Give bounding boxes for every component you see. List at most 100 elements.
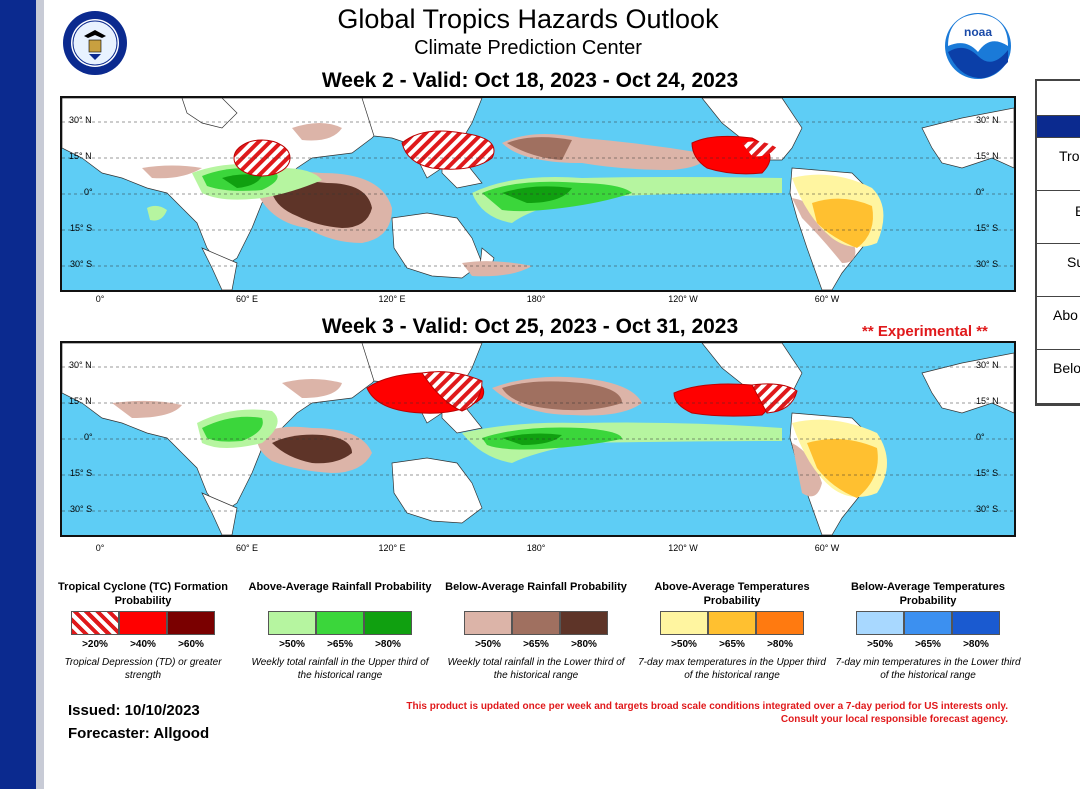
above-avg-rainfall-areas <box>147 164 782 223</box>
side-panel-header <box>1037 81 1080 116</box>
legend-above-avg-temperature: Above-Average Temperatures Probability >… <box>637 580 827 682</box>
w3-lon-5: 60° W <box>814 543 840 553</box>
w3-lon-0: 0° <box>95 543 105 553</box>
w3-lat-left-4: 30° S <box>70 504 93 514</box>
experimental-label: ** Experimental ** <box>862 323 988 340</box>
legend-title: Tropical Cyclone (TC) Formation Probabil… <box>58 581 228 607</box>
legend-threshold: >40% <box>130 639 156 650</box>
legend-threshold: >80% <box>375 639 401 650</box>
legend-swatch-3 <box>167 611 215 635</box>
tc-formation-areas <box>233 130 777 177</box>
legend-threshold: >80% <box>571 639 597 650</box>
w2-longitude-labels: 0° 60° E 120° E 180° 120° W 60° W <box>60 294 1016 308</box>
legend-below-avg-rainfall: Below-Average Rainfall Probability >50% … <box>441 580 631 682</box>
left-sidebar-edge <box>36 0 44 789</box>
w3-lat-right-3: 15° S <box>976 468 999 478</box>
w2-lat-right-4: 30° S <box>976 259 999 269</box>
legend-description: Weekly total rainfall in the Upper third… <box>251 657 429 681</box>
legend-threshold: >20% <box>82 639 108 650</box>
side-panel-item-above[interactable]: Abo <box>1037 297 1080 350</box>
legend-swatch-3 <box>952 611 1000 635</box>
legend-swatch-3 <box>364 611 412 635</box>
legend-swatch-1 <box>268 611 316 635</box>
w2-lon-5: 60° W <box>814 294 840 304</box>
legend-swatch-1 <box>660 611 708 635</box>
w3-lat-left-0: 30° N <box>69 360 92 370</box>
legend-description: 7-day min temperatures in the Lower thir… <box>835 657 1021 681</box>
forecaster-name: Forecaster: Allgood <box>68 725 210 742</box>
side-panel-item-below[interactable]: Belo <box>1037 350 1080 404</box>
w2-lat-left-4: 30° S <box>70 259 93 269</box>
legend-swatch-2 <box>316 611 364 635</box>
above-avg-rainfall-areas <box>197 409 782 463</box>
left-sidebar-bar <box>0 0 36 789</box>
legend-threshold: >80% <box>767 639 793 650</box>
legend-threshold: >50% <box>279 639 305 650</box>
legend-description: 7-day max temperatures in the Upper thir… <box>638 657 826 681</box>
w3-lat-left-1: 15° N <box>69 396 92 406</box>
legend-threshold: >65% <box>523 639 549 650</box>
legend-threshold: >65% <box>915 639 941 650</box>
legend-threshold: >65% <box>719 639 745 650</box>
legend-threshold: >50% <box>671 639 697 650</box>
w2-lat-left-2: 0° <box>84 187 93 197</box>
w3-lat-left-3: 15° S <box>70 468 93 478</box>
legend-swatch-2 <box>708 611 756 635</box>
legend-above-avg-rainfall: Above-Average Rainfall Probability >50% … <box>245 580 435 682</box>
side-panel-blue-bar <box>1037 116 1080 138</box>
w2-lon-4: 120° W <box>668 294 698 304</box>
w2-lon-2: 120° E <box>378 294 406 304</box>
side-panel-item-tropical[interactable]: Tro <box>1037 138 1080 191</box>
w2-lat-left-1: 15° N <box>69 151 92 161</box>
w3-lat-left-2: 0° <box>84 432 93 442</box>
latitude-gridlines <box>62 366 1014 512</box>
disclaimer-line-2: Consult your local responsible forecast … <box>780 714 1008 725</box>
w2-lat-left-0: 30° N <box>69 115 92 125</box>
legend-threshold: >50% <box>867 639 893 650</box>
legend-threshold: >65% <box>327 639 353 650</box>
legend-title: Above-Average Temperatures Probability <box>654 581 810 607</box>
w2-lat-left-3: 15° S <box>70 223 93 233</box>
side-panel-item-su[interactable]: Su <box>1037 244 1080 297</box>
w2-lat-right-0: 30° N <box>976 115 999 125</box>
w3-longitude-labels: 0° 60° E 120° E 180° 120° W 60° W <box>60 543 1016 557</box>
legend-description: Tropical Depression (TD) or greater stre… <box>64 657 222 681</box>
issued-date: Issued: 10/10/2023 <box>68 702 200 719</box>
side-panel-item-b[interactable]: B <box>1037 191 1080 244</box>
w2-lon-3: 180° <box>526 294 546 304</box>
legend-title: Above-Average Rainfall Probability <box>248 581 432 593</box>
legend-swatch-2 <box>904 611 952 635</box>
w2-lat-right-1: 15° N <box>976 151 999 161</box>
legend-swatch-3 <box>756 611 804 635</box>
week3-heading: Week 3 - Valid: Oct 25, 2023 - Oct 31, 2… <box>321 315 739 338</box>
commerce-seal-logo <box>63 11 127 75</box>
w3-lat-right-4: 30° S <box>976 504 999 514</box>
week3-map <box>60 341 1016 537</box>
w3-lat-right-0: 30° N <box>976 360 999 370</box>
noaa-logo-text: noaa <box>964 25 992 39</box>
page-title: Global Tropics Hazards Outlook <box>337 4 719 34</box>
legend-tc-formation: Tropical Cyclone (TC) Formation Probabil… <box>48 580 238 682</box>
legend-threshold: >60% <box>178 639 204 650</box>
w2-lon-0: 0° <box>95 294 105 304</box>
legend-swatch-1 <box>464 611 512 635</box>
legend-description: Weekly total rainfall in the Lower third… <box>447 657 625 681</box>
legend-threshold: >50% <box>475 639 501 650</box>
legend-title: Below-Average Temperatures Probability <box>850 581 1006 607</box>
legend-swatch-3 <box>560 611 608 635</box>
week2-heading: Week 2 - Valid: Oct 18, 2023 - Oct 24, 2… <box>321 69 739 92</box>
legend-swatch-2 <box>119 611 167 635</box>
disclaimer-line-1: This product is updated once per week an… <box>406 701 1008 712</box>
legend-swatch-1 <box>856 611 904 635</box>
w3-lon-3: 180° <box>526 543 546 553</box>
w3-lat-right-1: 15° N <box>976 396 999 406</box>
legend-below-avg-temperature: Below-Average Temperatures Probability >… <box>833 580 1023 682</box>
w2-lon-1: 60° E <box>235 294 259 304</box>
noaa-logo: noaa <box>945 13 1011 79</box>
w3-lon-1: 60° E <box>235 543 259 553</box>
latitude-gridlines <box>62 121 1014 267</box>
w3-lon-4: 120° W <box>668 543 698 553</box>
legend-title: Below-Average Rainfall Probability <box>445 581 627 593</box>
above-avg-temperature-areas <box>792 419 887 498</box>
w3-lon-2: 120° E <box>378 543 406 553</box>
